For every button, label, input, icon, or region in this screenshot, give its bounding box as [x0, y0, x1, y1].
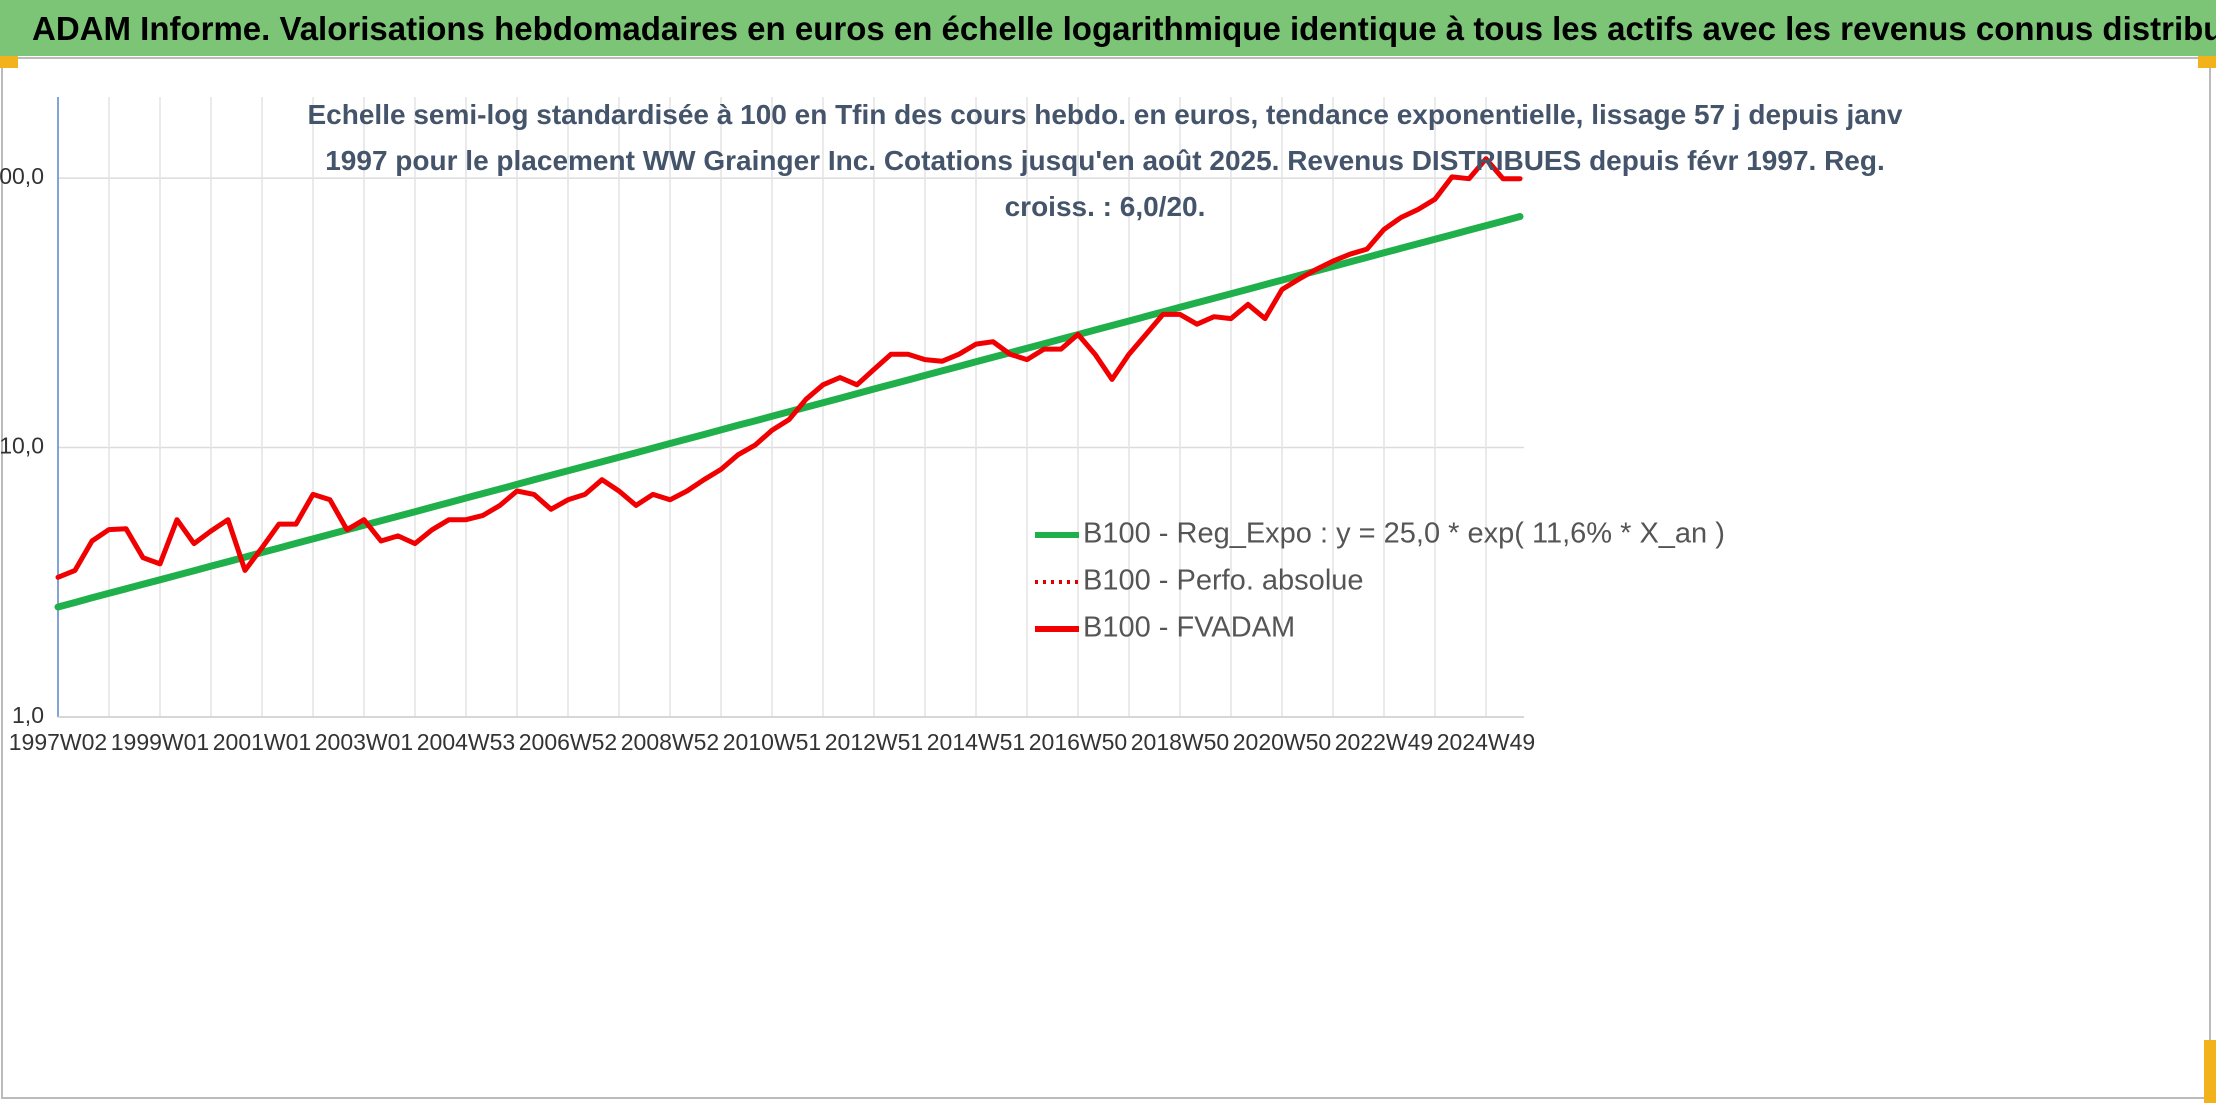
x-tick-label: 2014W51	[927, 729, 1025, 755]
y-tick-label: 10,0	[0, 433, 44, 459]
x-tick-label: 2022W49	[1335, 729, 1433, 755]
x-tick-label: 2003W01	[315, 729, 413, 755]
x-tick-label: 2008W52	[621, 729, 719, 755]
x-tick-label: 2001W01	[213, 729, 311, 755]
series-line	[55, 156, 1523, 580]
x-tick-label: 2018W50	[1131, 729, 1229, 755]
corner-mark	[0, 56, 18, 68]
y-tick-label: 100,0	[0, 163, 44, 189]
chart-title: ADAM Informe. Valorisations hebdomadaire…	[0, 0, 2216, 56]
x-tick-label: 2004W53	[417, 729, 515, 755]
x-tick-label: 2016W50	[1029, 729, 1127, 755]
x-tick-label: 2010W51	[723, 729, 821, 755]
chart-frame	[1, 57, 2211, 1099]
x-tick-label: 2024W49	[1437, 729, 1535, 755]
x-tick-label: 2012W51	[825, 729, 923, 755]
y-tick-label: 1,0	[12, 702, 44, 728]
chart-subtitle: Echelle semi-log standardisée à 100 en T…	[307, 99, 1903, 222]
x-tick-label: 2020W50	[1233, 729, 1331, 755]
legend-label: B100 - Reg_Expo : y = 25,0 * exp( 11,6% …	[1083, 518, 1725, 550]
x-tick-label: 2006W52	[519, 729, 617, 755]
legend-label: B100 - Perfo. absolue	[1083, 565, 1364, 597]
series-line	[54, 213, 1524, 611]
legend-label: B100 - FVADAM	[1083, 612, 1295, 644]
x-tick-label: 1997W02	[9, 729, 107, 755]
x-tick-label: 1999W01	[111, 729, 209, 755]
corner-mark	[2198, 56, 2216, 68]
corner-mark	[2204, 1040, 2216, 1103]
